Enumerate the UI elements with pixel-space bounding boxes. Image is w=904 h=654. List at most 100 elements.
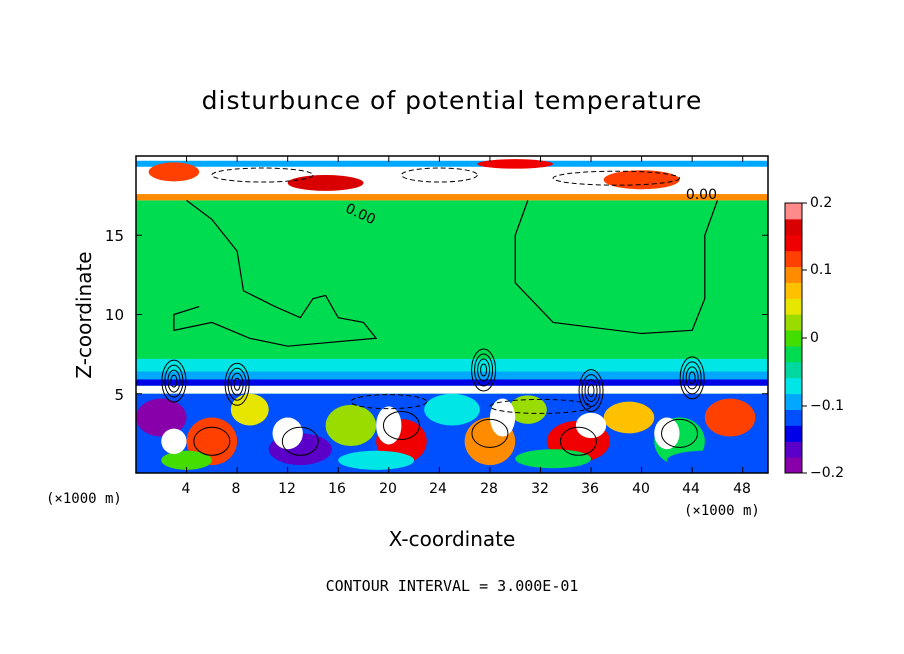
contour-line — [688, 371, 696, 385]
field-patch — [424, 393, 480, 426]
field-patch — [272, 417, 303, 450]
negative-band — [136, 379, 768, 386]
colorbar-swatch — [785, 409, 802, 426]
colorbar-swatch — [785, 393, 802, 410]
contour-line — [661, 418, 699, 448]
contour-line — [471, 418, 509, 448]
contour-line — [167, 369, 181, 393]
x-tick-label: 12 — [278, 481, 296, 497]
field-patch — [161, 428, 187, 454]
contour-line — [471, 348, 497, 392]
x-tick-label: 32 — [531, 481, 549, 497]
colorbar-swatch — [785, 377, 802, 395]
contour-line — [477, 358, 491, 382]
negative-contour — [552, 170, 681, 186]
y-tick-label: 15 — [104, 227, 124, 245]
field-patch — [575, 412, 607, 439]
contour-line — [578, 369, 604, 413]
negative-contour — [211, 167, 314, 183]
x-tick-label: 24 — [429, 481, 447, 497]
y-tick-label: 10 — [104, 306, 124, 324]
negative-contour — [400, 167, 478, 183]
contour-line — [480, 363, 488, 377]
field-patch — [376, 406, 402, 445]
x-tick-label: 44 — [682, 481, 700, 497]
contour-label: 0.00 — [686, 187, 717, 203]
colorbar-swatch — [785, 345, 802, 363]
colorbar-tick-label: −0.2 — [810, 465, 844, 481]
field-patch — [477, 159, 554, 169]
colorbar-swatch — [785, 282, 802, 299]
contour-line — [233, 377, 241, 391]
contour-line — [382, 410, 420, 440]
contour-line — [584, 379, 598, 403]
colorbar-swatch — [785, 203, 802, 220]
field-patch — [325, 404, 377, 447]
field-patch — [508, 395, 547, 424]
upper-boundary-band — [136, 194, 768, 201]
colorbar-swatch — [785, 250, 802, 268]
y-axis-label: Z-coordinate — [72, 251, 96, 379]
colorbar-swatch — [785, 218, 802, 236]
top-band — [136, 160, 768, 167]
field-patch — [136, 398, 187, 437]
contour-line — [685, 366, 699, 390]
colorbar-tick-label: 0 — [810, 330, 819, 346]
transition-band — [136, 371, 768, 380]
contour-line — [224, 362, 250, 406]
colorbar-swatch — [785, 330, 802, 347]
field-patch — [230, 393, 269, 426]
field-patch — [515, 449, 592, 469]
colorbar-swatch — [785, 361, 802, 379]
negative-contour — [350, 394, 428, 410]
colorbar-swatch — [785, 266, 802, 283]
colorbar-swatch — [785, 441, 802, 458]
x-tick-label: 8 — [231, 481, 241, 497]
contour-line — [161, 359, 187, 403]
contour-line — [679, 356, 705, 400]
contour-interval-note: CONTOUR INTERVAL = 3.000E-01 — [325, 577, 579, 595]
contour-line — [170, 374, 178, 388]
field-patch — [666, 450, 743, 470]
contour-line — [164, 364, 184, 398]
x-tick-label: 48 — [733, 481, 751, 497]
contour-line — [682, 361, 702, 395]
field-patch — [338, 450, 415, 470]
field-patch — [654, 417, 680, 450]
x-tick-label: 28 — [480, 481, 498, 497]
field-patch — [603, 401, 655, 434]
negative-band-edge — [136, 385, 768, 394]
contour-line — [193, 426, 231, 456]
contour-line — [474, 353, 494, 387]
zero-contour — [514, 200, 719, 335]
field-patch — [603, 170, 680, 190]
x-axis-label: X-coordinate — [388, 527, 516, 551]
field-patch — [287, 175, 364, 191]
contour-line — [581, 374, 601, 408]
field-patch — [704, 398, 756, 437]
colorbar-tick-label: −0.1 — [810, 398, 844, 414]
colorbar-swatch — [785, 314, 802, 331]
colorbar-swatch — [785, 457, 802, 474]
zero-contour — [173, 199, 378, 347]
x-tick-label: 40 — [632, 481, 650, 497]
x-tick-label: 20 — [379, 481, 397, 497]
field-patch — [148, 162, 200, 182]
contour-line — [559, 426, 597, 456]
transition-band — [136, 358, 768, 372]
contour-line — [230, 372, 244, 396]
contour-line — [281, 426, 319, 456]
colorbar-swatch — [785, 234, 802, 252]
field-patch — [489, 398, 516, 437]
x-tick-label: 16 — [328, 481, 346, 497]
chart-title: disturbunce of potential temperature — [201, 86, 703, 115]
y-tick-label: 5 — [114, 386, 124, 404]
x-unit-left: (×1000 m) — [46, 491, 122, 507]
colorbar-tick-label: 0.1 — [810, 262, 833, 278]
colorbar-swatch — [785, 298, 802, 315]
plot-field: 0.000.00 — [136, 156, 768, 473]
x-tick-label: 4 — [181, 481, 191, 497]
colorbar-tick-label: 0.2 — [810, 195, 833, 211]
